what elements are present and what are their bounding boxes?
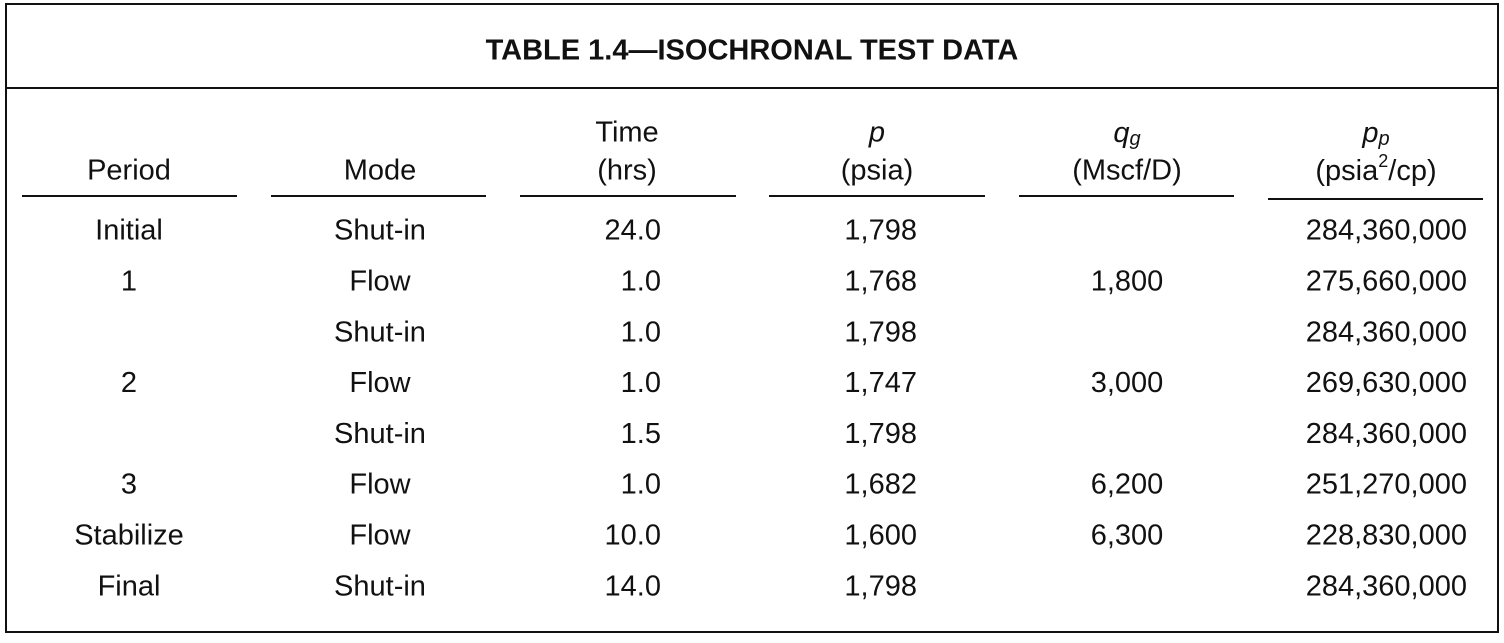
table-cell: 275,660,000 [1306, 265, 1467, 297]
header-unit: (psia) [841, 155, 914, 187]
table-cell: 1,798 [844, 418, 917, 450]
table-cell: 1,798 [844, 215, 917, 247]
table-cell: Flow [349, 367, 411, 399]
table-cell: Shut-in [334, 418, 426, 450]
table-cell: Shut-in [334, 570, 426, 602]
table-cell: 1.0 [621, 367, 661, 399]
header: Mode [344, 155, 417, 187]
table-cell: Shut-in [334, 215, 426, 247]
table-title: TABLE 1.4—ISOCHRONAL TEST DATA [486, 35, 1019, 67]
unit-part: (psia [1315, 155, 1379, 187]
table-cell: 269,630,000 [1306, 367, 1467, 399]
table-cell: Flow [349, 265, 411, 297]
table-cell: 3 [121, 469, 137, 501]
table-cell: 284,360,000 [1306, 570, 1467, 602]
table-cell: 24.0 [605, 215, 661, 247]
table-border [5, 3, 1499, 633]
header-unit: (hrs) [597, 155, 657, 187]
table-cell: 228,830,000 [1306, 519, 1467, 551]
header: pp [1361, 117, 1389, 151]
table-cell: Final [98, 570, 161, 602]
header-unit: (Mscf/D) [1072, 155, 1182, 187]
table-cell: Shut-in [334, 316, 426, 348]
header: Time [595, 117, 658, 149]
header: qg [1113, 117, 1140, 151]
header: Period [87, 155, 171, 187]
table-cell: 284,360,000 [1306, 418, 1467, 450]
unit-part: /cp) [1388, 155, 1436, 187]
table-cell: 6,300 [1091, 519, 1164, 551]
table-cell: 1,798 [844, 316, 917, 348]
table-cell: 251,270,000 [1306, 469, 1467, 501]
table-cell: 14.0 [605, 570, 661, 602]
table-cell: Flow [349, 519, 411, 551]
table-cell: 1.0 [621, 469, 661, 501]
table-cell: 3,000 [1091, 367, 1164, 399]
header: p [868, 117, 885, 149]
table-cell: 1.5 [621, 418, 661, 450]
header-unit: (psia2/cp) [1315, 151, 1436, 187]
header-symbol: q [1113, 117, 1129, 149]
table-cell: 284,360,000 [1306, 215, 1467, 247]
table-cell: Flow [349, 469, 411, 501]
table-cell: 1.0 [621, 265, 661, 297]
table-cell: 1,768 [844, 265, 917, 297]
table-cell: Stabilize [74, 519, 184, 551]
header-subscript: g [1130, 128, 1141, 150]
unit-superscript: 2 [1378, 151, 1388, 171]
table-cell: 1,800 [1091, 265, 1164, 297]
table-cell: 2 [121, 367, 137, 399]
table-cell: 1 [121, 265, 137, 297]
header-subscript: p [1378, 128, 1390, 150]
table-cell: 10.0 [605, 519, 661, 551]
table-cell: 1,600 [844, 519, 917, 551]
table-cell: 1,682 [844, 469, 917, 501]
table-cell: 1.0 [621, 316, 661, 348]
header-symbol: p [1361, 117, 1378, 149]
table-cell: 1,747 [844, 367, 917, 399]
table-cell: Initial [95, 215, 163, 247]
table-cell: 1,798 [844, 570, 917, 602]
table-cell: 284,360,000 [1306, 316, 1467, 348]
table-cell: 6,200 [1091, 469, 1164, 501]
